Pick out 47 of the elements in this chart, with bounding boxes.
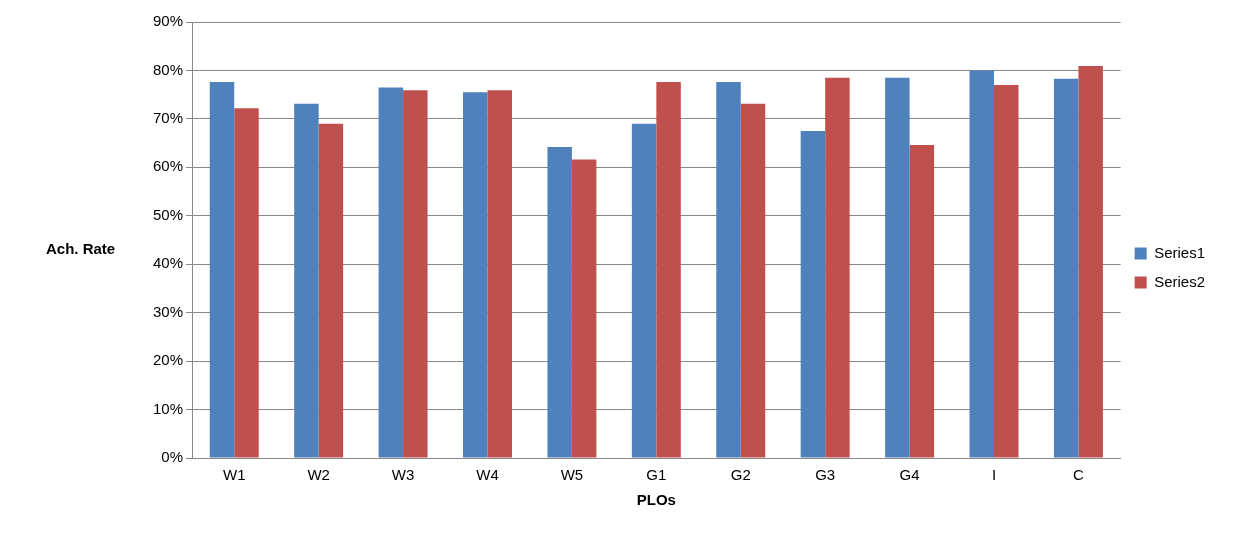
x-tick-label: W5 [560,466,584,484]
legend-label: Series2 [1154,272,1205,290]
bar [547,146,572,458]
bar [318,123,344,458]
legend-label: Series1 [1154,243,1205,261]
bar [825,77,850,458]
x-tick-label: G3 [815,466,836,484]
bar [487,90,512,458]
y-tick-label: 70% [152,109,184,127]
bar [403,90,428,458]
y-tick-label: 60% [152,157,184,175]
bar [969,70,995,458]
bar [1078,66,1103,458]
y-tick-label: 0% [161,448,184,466]
x-tick-label: W1 [222,466,246,484]
y-tick-label: 40% [152,254,184,272]
bar [209,82,235,458]
y-tick-label: 50% [152,205,184,223]
bar [234,108,259,458]
x-tick-label: G1 [646,466,667,484]
x-axis-title: PLOs [636,491,676,509]
bar [463,92,488,458]
y-tick-label: 10% [152,399,184,417]
x-tick-label: I [991,466,997,484]
bar [716,82,741,458]
bar [994,84,1019,458]
x-tick-label: W3 [391,466,415,484]
bar [885,77,910,458]
x-tick-label: C [1073,466,1085,484]
x-tick-label: W4 [476,466,499,484]
bar [294,103,319,458]
y-tick-label: 30% [152,302,184,320]
y-axis-title: Ach. Rate [46,240,116,258]
bar [1053,78,1079,458]
x-tick-label: G4 [899,466,920,484]
x-tick-label: G2 [730,466,751,484]
bar [656,82,681,458]
y-tick-label: 20% [152,351,184,369]
bar [571,159,597,458]
y-tick-label: 80% [152,60,184,78]
y-tick-label: 90% [152,12,184,30]
x-tick-label: W2 [307,466,330,484]
bar [378,87,404,458]
bar [631,123,657,458]
bar [740,103,766,458]
bar [800,131,826,458]
bar [909,145,935,458]
